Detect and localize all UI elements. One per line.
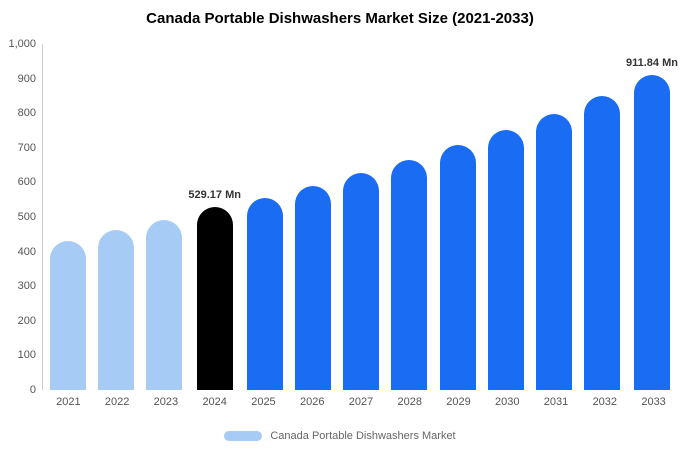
bar-2025[interactable] bbox=[247, 197, 284, 390]
bar-2029[interactable] bbox=[439, 145, 476, 390]
x-label-2028: 2028 bbox=[397, 396, 422, 408]
x-axis: 2021 2022 2023 2024 2025 2026 2027 2028 2029 2030… bbox=[44, 396, 678, 408]
y-tick-label: 400 bbox=[17, 245, 36, 258]
x-label-2033: 2033 bbox=[641, 396, 666, 408]
x-label-2032: 2032 bbox=[592, 396, 618, 408]
y-tick-label: 0 bbox=[29, 384, 36, 396]
plot-area: 0 100 200 300 400 500 600 700 800 900 1,000 529.17… bbox=[0, 38, 680, 396]
bar-2024[interactable] bbox=[196, 206, 233, 390]
bar-2028[interactable] bbox=[391, 159, 428, 390]
x-label-2022: 2022 bbox=[104, 396, 130, 408]
bar-2023[interactable] bbox=[146, 220, 183, 390]
bar-2033[interactable] bbox=[633, 74, 670, 390]
x-label-2031: 2031 bbox=[543, 396, 569, 408]
x-label-2030: 2030 bbox=[495, 396, 520, 408]
bar-2031[interactable] bbox=[535, 114, 572, 390]
x-label-2027: 2027 bbox=[348, 396, 374, 408]
bar-slot-2026 bbox=[289, 44, 337, 390]
y-tick-label: 500 bbox=[17, 211, 36, 223]
bar-slot-2031 bbox=[530, 44, 578, 390]
y-tick-label: 200 bbox=[17, 314, 36, 327]
y-tick-label: 600 bbox=[17, 176, 36, 189]
x-label-2021: 2021 bbox=[56, 396, 81, 408]
x-label-2024: 2024 bbox=[202, 396, 227, 408]
bar-slot-2032 bbox=[578, 44, 626, 390]
x-label-2029: 2029 bbox=[446, 396, 471, 408]
bar-slot-2029 bbox=[433, 44, 481, 390]
bar-slot-2033: 911.84 Mn bbox=[626, 44, 678, 390]
bar-2026[interactable] bbox=[295, 185, 332, 390]
bar-2032[interactable] bbox=[583, 95, 620, 390]
bar-2021[interactable] bbox=[50, 241, 87, 390]
bar-2027[interactable] bbox=[343, 173, 380, 390]
bar-slot-2021 bbox=[44, 44, 92, 390]
y-tick-label: 100 bbox=[17, 349, 36, 362]
legend[interactable]: Canada Portable Dishwashers Market bbox=[0, 430, 680, 442]
data-label-2033: 911.84 Mn bbox=[625, 56, 678, 69]
chart-title: Canada Portable Dishwashers Market Size … bbox=[146, 10, 534, 27]
legend-label: Canada Portable Dishwashers Market bbox=[270, 430, 456, 442]
legend-swatch bbox=[224, 431, 263, 441]
bar-slot-2028 bbox=[385, 44, 433, 390]
y-tick-label: 700 bbox=[17, 141, 36, 154]
bar-slot-2022 bbox=[92, 44, 140, 390]
bar-slot-2023 bbox=[140, 44, 188, 390]
y-tick-label: 800 bbox=[17, 107, 36, 120]
bar-slot-2024: 529.17 Mn bbox=[188, 44, 241, 390]
bar-slot-2027 bbox=[337, 44, 385, 390]
bar-2030[interactable] bbox=[487, 129, 524, 390]
y-axis-line bbox=[42, 44, 43, 390]
data-label-2024: 529.17 Mn bbox=[188, 188, 241, 201]
bar-series: 529.17 Mn 911.84 Mn bbox=[44, 44, 678, 390]
x-label-2026: 2026 bbox=[299, 396, 325, 408]
bar-slot-2025 bbox=[241, 44, 289, 390]
x-label-2025: 2025 bbox=[251, 396, 276, 408]
y-axis: 0 100 200 300 400 500 600 700 800 900 1,000 bbox=[0, 38, 36, 396]
bar-slot-2030 bbox=[482, 44, 530, 390]
y-tick-label: 900 bbox=[17, 72, 36, 85]
x-label-2023: 2023 bbox=[153, 396, 179, 408]
bar-2022[interactable] bbox=[98, 230, 135, 390]
y-tick-label: 300 bbox=[17, 280, 36, 293]
y-tick-label: 1,000 bbox=[8, 38, 36, 50]
